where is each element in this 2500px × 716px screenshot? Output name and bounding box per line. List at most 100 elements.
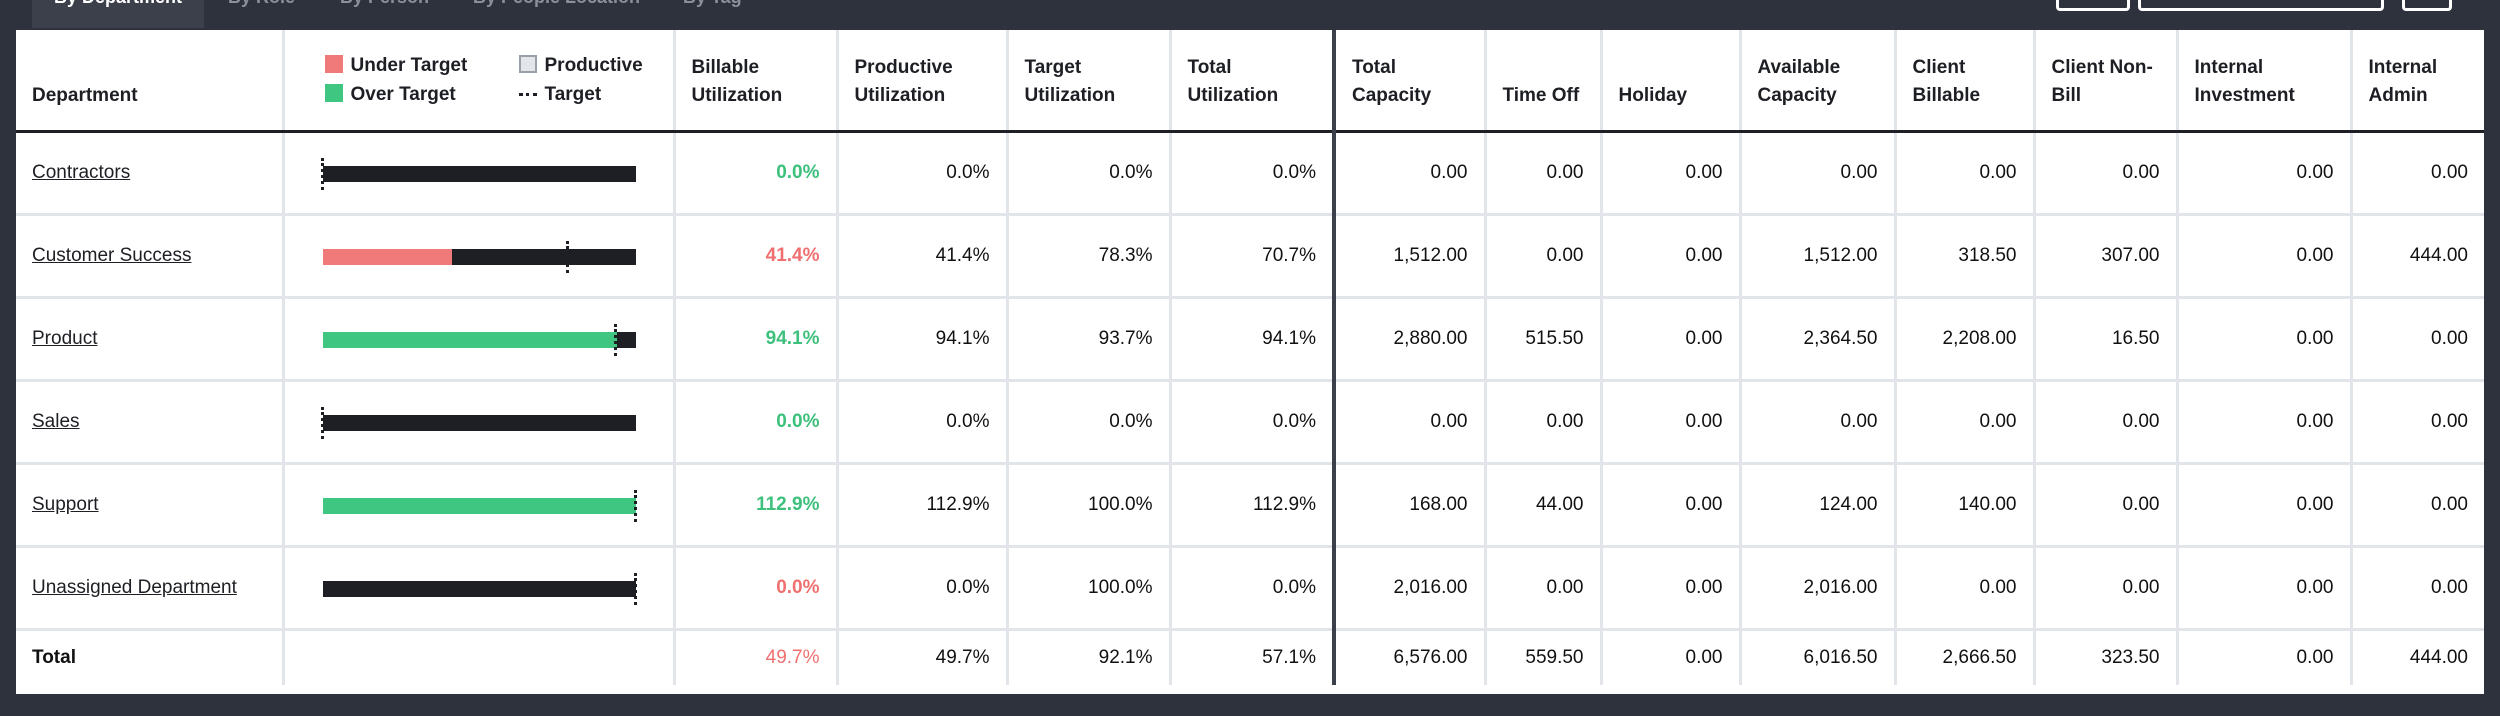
col-target-utilization[interactable]: Target Utilization xyxy=(1007,30,1172,133)
target-marker xyxy=(613,323,617,356)
col-available-capacity[interactable]: Available Capacity xyxy=(1740,30,1897,133)
internal-investment-value: 0.00 xyxy=(2177,463,2353,548)
col-internal-investment[interactable]: Internal Investment xyxy=(2177,30,2353,133)
tab-by-people-location[interactable]: By People Location xyxy=(473,0,640,28)
internal-admin-value: 0.00 xyxy=(2351,380,2484,465)
productive-utilization-value: 112.9% xyxy=(837,463,1009,548)
client-billable-value: 140.00 xyxy=(1895,463,2036,548)
department-link[interactable]: Sales xyxy=(32,410,80,432)
utilization-bar-cell xyxy=(283,131,676,216)
header-row: Department Under Target Productive Over … xyxy=(16,30,2484,133)
target-line-swatch xyxy=(518,93,537,96)
target-marker xyxy=(633,489,637,522)
settings-button[interactable] xyxy=(2402,0,2452,11)
tab-by-tag[interactable]: By Tag xyxy=(683,0,742,28)
utilization-bar-cell xyxy=(283,214,676,299)
holiday-value: 0.00 xyxy=(1601,380,1742,465)
col-internal-admin[interactable]: Internal Admin xyxy=(2351,30,2484,133)
table-row[interactable]: Sales 0.0% 0.0% 0.0% 0.0% 0.00 0.00 0.00 0.00 0.0… xyxy=(16,380,2484,465)
tab-by-person[interactable]: By Person xyxy=(340,0,429,28)
holiday-value: 0.00 xyxy=(1601,546,1742,631)
department-link[interactable]: Product xyxy=(32,327,98,349)
col-department[interactable]: Department xyxy=(16,30,285,133)
legend-over-label: Over Target xyxy=(350,84,456,105)
billable-utilization-value: 0.0% xyxy=(674,380,839,465)
search-input[interactable] xyxy=(2138,0,2384,11)
department-link[interactable]: Support xyxy=(32,493,99,515)
col-productive-utilization[interactable]: Productive Utilization xyxy=(837,30,1009,133)
holiday-value: 0.00 xyxy=(1601,131,1742,216)
legend-productive: Productive xyxy=(518,52,643,80)
utilization-bar xyxy=(322,240,636,273)
billable-utilization-value: 41.4% xyxy=(674,214,839,299)
col-client-billable[interactable]: Client Billable xyxy=(1895,30,2036,133)
billable-utilization-value: 94.1% xyxy=(674,297,839,382)
target-marker xyxy=(633,572,637,605)
legend-target-label: Target xyxy=(544,84,602,105)
internal-admin-value: 0.00 xyxy=(2351,297,2484,382)
total-utilization-value: 94.1% xyxy=(1170,297,1336,382)
utilization-bar xyxy=(322,572,637,605)
time-off-value: 0.00 xyxy=(1485,131,1603,216)
internal-admin-value: 0.00 xyxy=(2351,131,2484,216)
client-billable-value: 318.50 xyxy=(1895,214,2036,299)
col-time-off[interactable]: Time Off xyxy=(1485,30,1603,133)
department-link[interactable]: Contractors xyxy=(32,161,131,183)
table-row[interactable]: Customer Success 41.4% 41.4% 78.3% 70.7% 1,51… xyxy=(16,214,2484,299)
productive-utilization-value: 94.1% xyxy=(837,297,1009,382)
client-non-bill-value: 307.00 xyxy=(2034,214,2179,299)
available-capacity-value: 1,512.00 xyxy=(1740,214,1897,299)
productive-utilization-value: 0.0% xyxy=(837,546,1009,631)
table-row[interactable]: Unassigned Department 0.0% 0.0% 100.0% 0.0% 2… xyxy=(16,546,2484,631)
available-capacity-value: 2,016.00 xyxy=(1740,546,1897,631)
tab-by-department[interactable]: By Department xyxy=(32,0,205,28)
utilization-bar-cell xyxy=(283,297,676,382)
target-utilization-value: 0.0% xyxy=(1007,380,1172,465)
legend-under-target: Under Target xyxy=(324,52,467,80)
time-off-value: 515.50 xyxy=(1485,297,1603,382)
internal-investment-value: 0.00 xyxy=(2177,297,2353,382)
total-available-capacity: 6,016.50 xyxy=(1740,627,1897,685)
department-link[interactable]: Customer Success xyxy=(32,244,192,266)
utilization-bar xyxy=(322,489,637,522)
target-marker xyxy=(320,157,324,190)
tab-by-role[interactable]: By Role xyxy=(228,0,295,28)
table-row[interactable]: Support 112.9% 112.9% 100.0% 112.9% 168.00 44.… xyxy=(16,463,2484,548)
productive-utilization-value: 0.0% xyxy=(837,131,1009,216)
total-capacity-value: 168.00 xyxy=(1334,463,1487,548)
legend-productive-label: Productive xyxy=(544,55,643,76)
total-utilization-value: 0.0% xyxy=(1170,380,1336,465)
billable-utilization-value: 0.0% xyxy=(674,131,839,216)
total-client-non-bill: 323.50 xyxy=(2034,627,2179,685)
department-link[interactable]: Unassigned Department xyxy=(32,576,237,598)
department-cell: Unassigned Department xyxy=(16,546,285,631)
total-utilization-value: 70.7% xyxy=(1170,214,1336,299)
available-capacity-value: 124.00 xyxy=(1740,463,1897,548)
productive-utilization-value: 0.0% xyxy=(837,380,1009,465)
total-utilization-value: 0.0% xyxy=(1170,546,1336,631)
internal-investment-value: 0.00 xyxy=(2177,380,2353,465)
col-holiday[interactable]: Holiday xyxy=(1601,30,1742,133)
billable-fill xyxy=(322,331,618,348)
col-total-capacity[interactable]: Total Capacity xyxy=(1334,30,1487,133)
table-row[interactable]: Contractors 0.0% 0.0% 0.0% 0.0% 0.00 0.00 0.00 0… xyxy=(16,131,2484,216)
utilization-bar-cell xyxy=(283,546,676,631)
department-cell: Product xyxy=(16,297,285,382)
table-row[interactable]: Product 94.1% 94.1% 93.7% 94.1% 2,880.00 515.5… xyxy=(16,297,2484,382)
client-billable-value: 0.00 xyxy=(1895,131,2036,216)
col-billable-utilization[interactable]: Billable Utilization xyxy=(674,30,839,133)
legend-target: Target xyxy=(518,81,602,109)
total-capacity-value: 2,016.00 xyxy=(1334,546,1487,631)
time-off-value: 44.00 xyxy=(1485,463,1603,548)
total-internal-investment: 0.00 xyxy=(2177,627,2353,685)
legend: Under Target Productive Over Target Targ… xyxy=(283,30,676,133)
search-button[interactable] xyxy=(2056,0,2130,11)
target-utilization-value: 93.7% xyxy=(1007,297,1172,382)
department-cell: Sales xyxy=(16,380,285,465)
col-client-non-bill[interactable]: Client Non-Bill xyxy=(2034,30,2179,133)
col-total-utilization[interactable]: Total Utilization xyxy=(1170,30,1336,133)
billable-utilization-value: 112.9% xyxy=(674,463,839,548)
productive-utilization-value: 41.4% xyxy=(837,214,1009,299)
total-capacity-value: 0.00 xyxy=(1334,380,1487,465)
target-marker xyxy=(565,240,569,273)
